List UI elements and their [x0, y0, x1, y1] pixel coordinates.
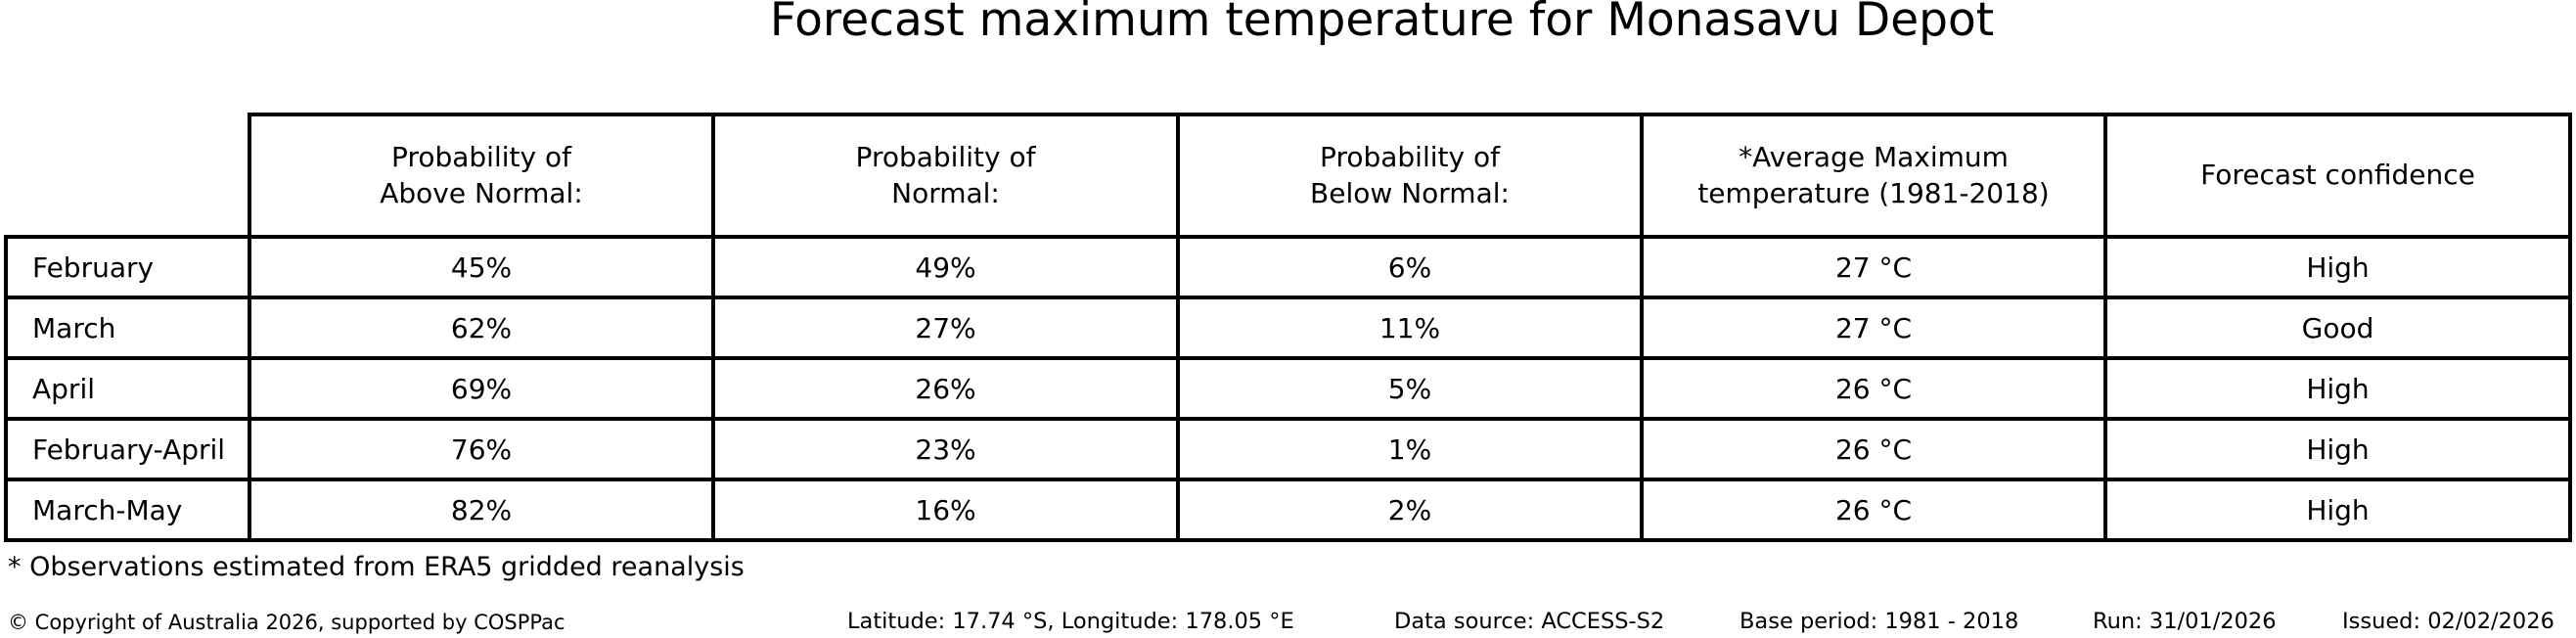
col-header-prob-below-normal: Probability of Below Normal: [1176, 113, 1644, 239]
cell-prob-above: 69% [248, 356, 715, 421]
location-coordinates-text: Latitude: 17.74 °S, Longitude: 178.05 °E [847, 609, 1294, 634]
col-header-prob-above-normal: Probability of Above Normal: [248, 113, 715, 239]
footnote-text: * Observations estimated from ERA5 gridd… [8, 552, 745, 582]
cell-prob-normal: 26% [711, 356, 1180, 421]
cell-confidence: High [2103, 356, 2572, 421]
row-label: March [4, 296, 251, 360]
row-label: February [4, 235, 251, 299]
row-label: February-April [4, 417, 251, 481]
cell-prob-below: 11% [1176, 296, 1644, 360]
cell-confidence: Good [2103, 296, 2572, 360]
cell-confidence: High [2103, 235, 2572, 299]
col-header-avg-max-temperature: *Average Maximum temperature (1981-2018) [1640, 113, 2107, 239]
cell-prob-below: 6% [1176, 235, 1644, 299]
col-header-forecast-confidence: Forecast confidence [2103, 113, 2572, 239]
col-header-prob-normal: Probability of Normal: [711, 113, 1180, 239]
row-label: March-May [4, 478, 251, 542]
forecast-table: Probability of Above Normal: Probability… [4, 113, 2572, 542]
table-row-february: February 45% 49% 6% 27 °C High [4, 235, 2572, 299]
cell-prob-normal: 27% [711, 296, 1180, 360]
table-header-row: Probability of Above Normal: Probability… [6, 113, 2572, 239]
cell-prob-above: 76% [248, 417, 715, 481]
cell-prob-normal: 49% [711, 235, 1180, 299]
table-row-february-april: February-April 76% 23% 1% 26 °C High [4, 417, 2572, 481]
cell-confidence: High [2103, 417, 2572, 481]
table-row-april: April 69% 26% 5% 26 °C High [4, 356, 2572, 421]
table-row-march-may: March-May 82% 16% 2% 26 °C High [4, 478, 2572, 542]
table-row-march: March 62% 27% 11% 27 °C Good [4, 296, 2572, 360]
row-label: April [4, 356, 251, 421]
cell-prob-normal: 23% [711, 417, 1180, 481]
base-period-text: Base period: 1981 - 2018 [1740, 609, 2019, 634]
cell-prob-below: 2% [1176, 478, 1644, 542]
cell-prob-above: 82% [248, 478, 715, 542]
cell-avg-temp: 27 °C [1640, 296, 2107, 360]
page-title: Forecast maximum temperature for Monasav… [769, 0, 1995, 47]
cell-prob-normal: 16% [711, 478, 1180, 542]
cell-prob-above: 62% [248, 296, 715, 360]
cell-avg-temp: 26 °C [1640, 478, 2107, 542]
run-date-text: Run: 31/01/2026 [2093, 609, 2277, 634]
cell-prob-below: 5% [1176, 356, 1644, 421]
cell-confidence: High [2103, 478, 2572, 542]
cell-avg-temp: 26 °C [1640, 417, 2107, 481]
data-source-text: Data source: ACCESS-S2 [1394, 609, 1665, 634]
issued-date-text: Issued: 02/02/2026 [2342, 609, 2554, 634]
table-corner-blank [6, 114, 249, 237]
cell-prob-below: 1% [1176, 417, 1644, 481]
cell-avg-temp: 27 °C [1640, 235, 2107, 299]
copyright-text: © Copyright of Australia 2026, supported… [8, 611, 565, 634]
cell-avg-temp: 26 °C [1640, 356, 2107, 421]
cell-prob-above: 45% [248, 235, 715, 299]
